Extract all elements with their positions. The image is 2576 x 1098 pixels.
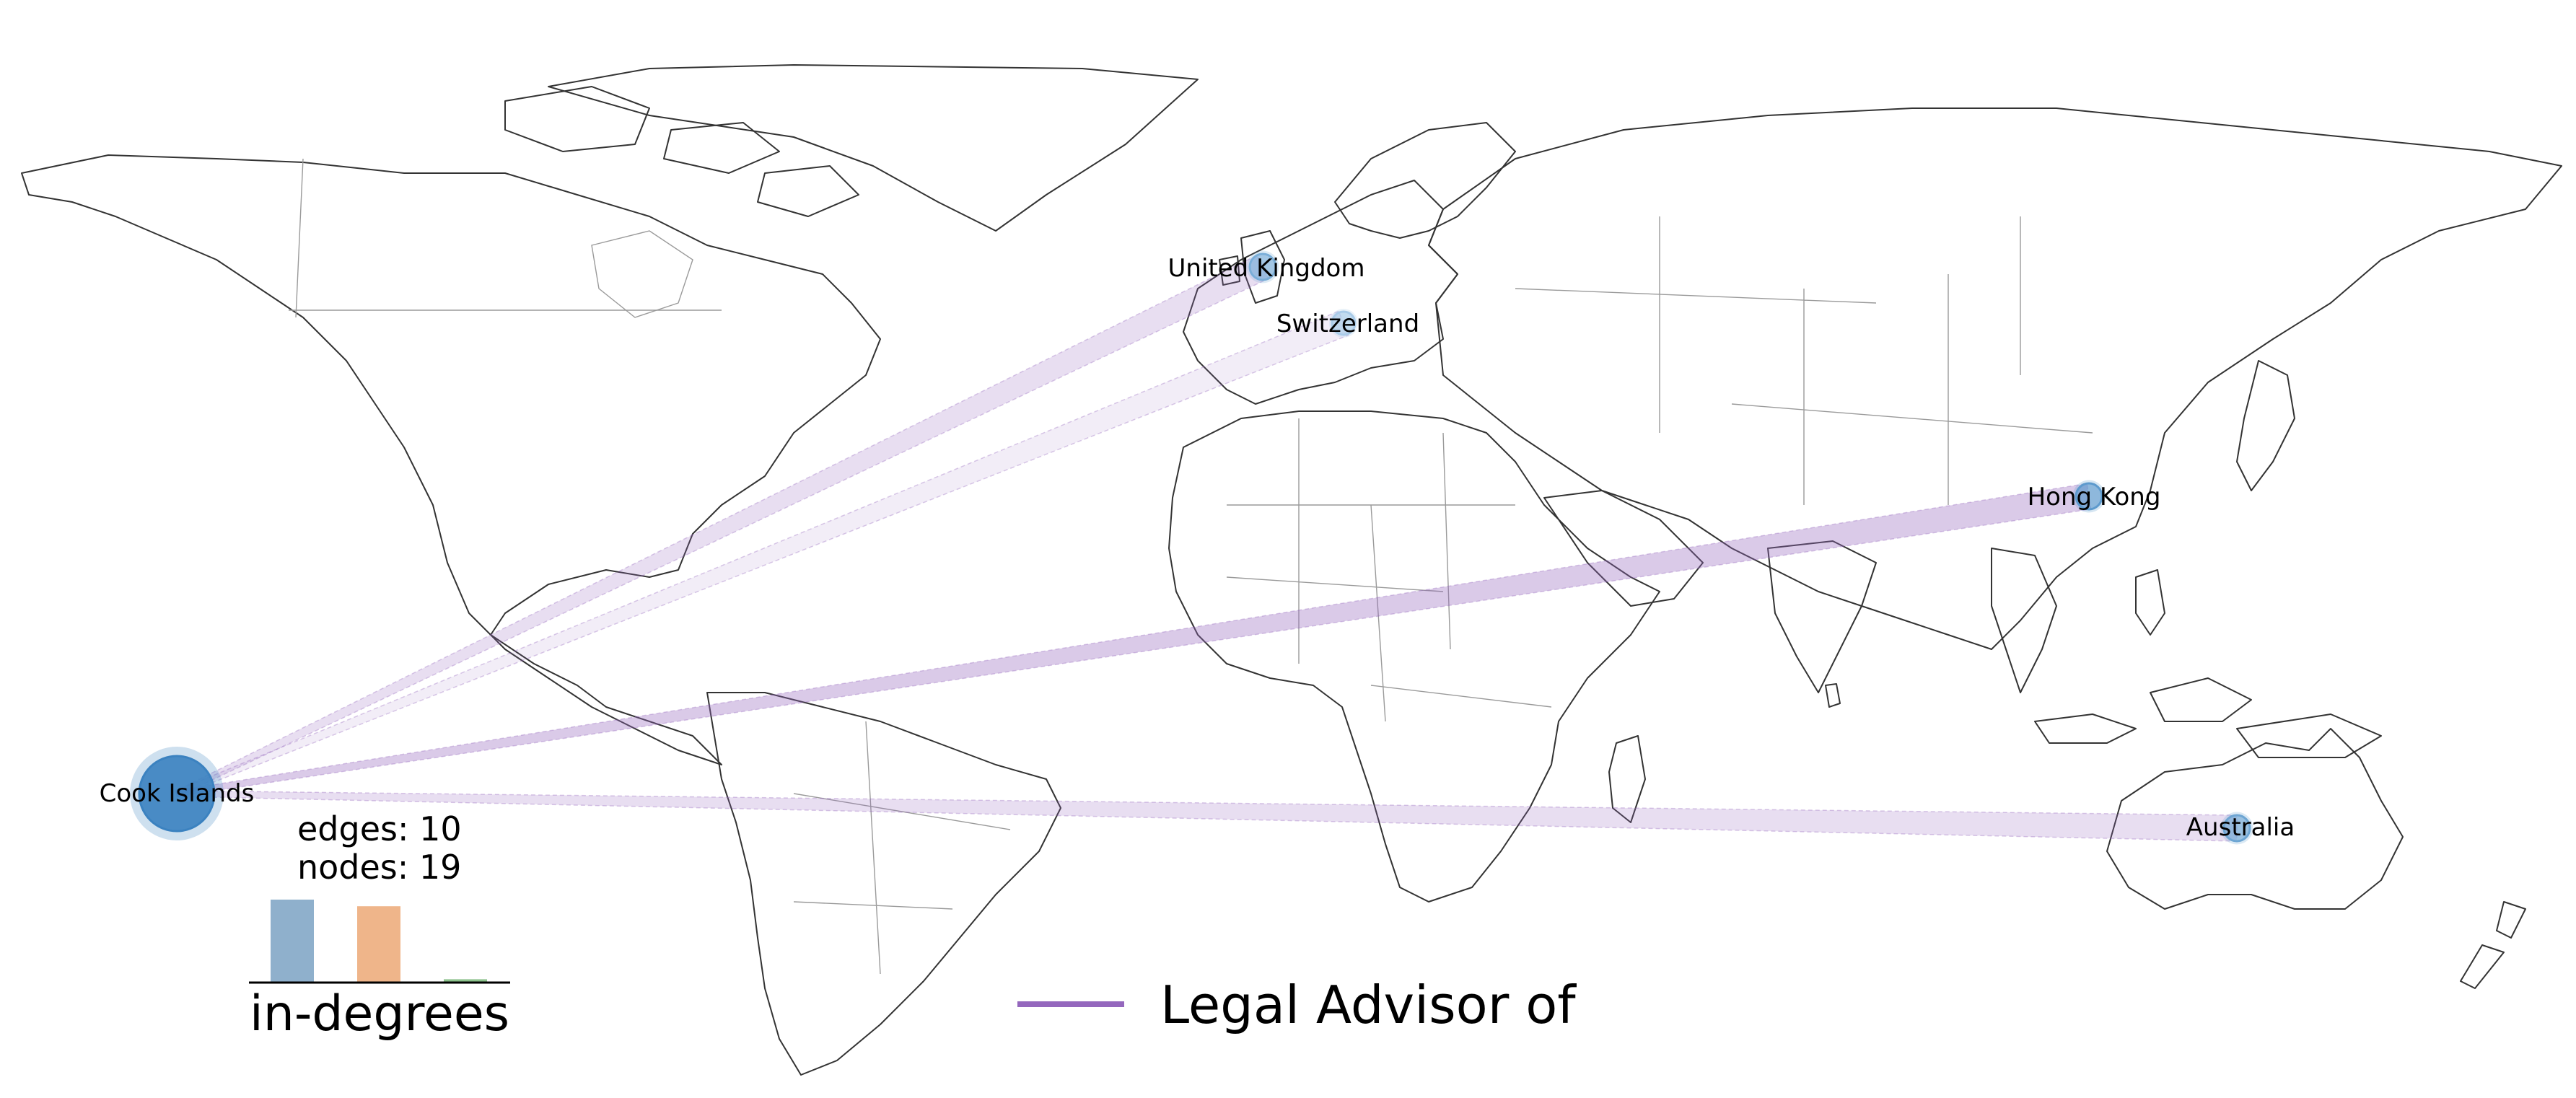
histogram-bar xyxy=(357,906,400,983)
legend-label: Legal Advisor of xyxy=(1160,975,1577,1035)
node-hk[interactable] xyxy=(2075,482,2103,511)
node-label-switzerland: Switzerland xyxy=(1276,309,1419,338)
node-ch[interactable] xyxy=(1331,310,1357,336)
histogram-bar xyxy=(271,900,314,983)
edge-layer xyxy=(175,254,2238,842)
country-outlines xyxy=(21,64,2562,1076)
legend: Legal Advisor of xyxy=(1017,975,1577,1035)
histogram-bar xyxy=(444,979,487,983)
node-label-australia: Australia xyxy=(2186,813,2295,842)
node-label-cook-islands: Cook Islands xyxy=(100,779,255,808)
nodes-count-text: nodes: 19 xyxy=(297,848,461,887)
node-layer xyxy=(130,250,2253,845)
node-uk[interactable] xyxy=(1248,252,1277,281)
histogram-title: in-degrees xyxy=(250,985,509,1042)
label-layer: Cook Islands United Kingdom Switzerland … xyxy=(100,254,2295,842)
edge-cook-hk xyxy=(175,483,2092,797)
edge-cook-ch xyxy=(175,310,1349,797)
edge-cook-au xyxy=(176,790,2238,842)
node-label-united-kingdom: United Kingdom xyxy=(1168,254,1365,283)
node-au[interactable] xyxy=(2222,814,2251,843)
edges-count-text: edges: 10 xyxy=(297,809,462,848)
node-cook[interactable] xyxy=(138,755,216,833)
node-label-hong-kong: Hong Kong xyxy=(2028,483,2161,511)
in-degree-histogram: in-degrees xyxy=(249,900,510,1042)
